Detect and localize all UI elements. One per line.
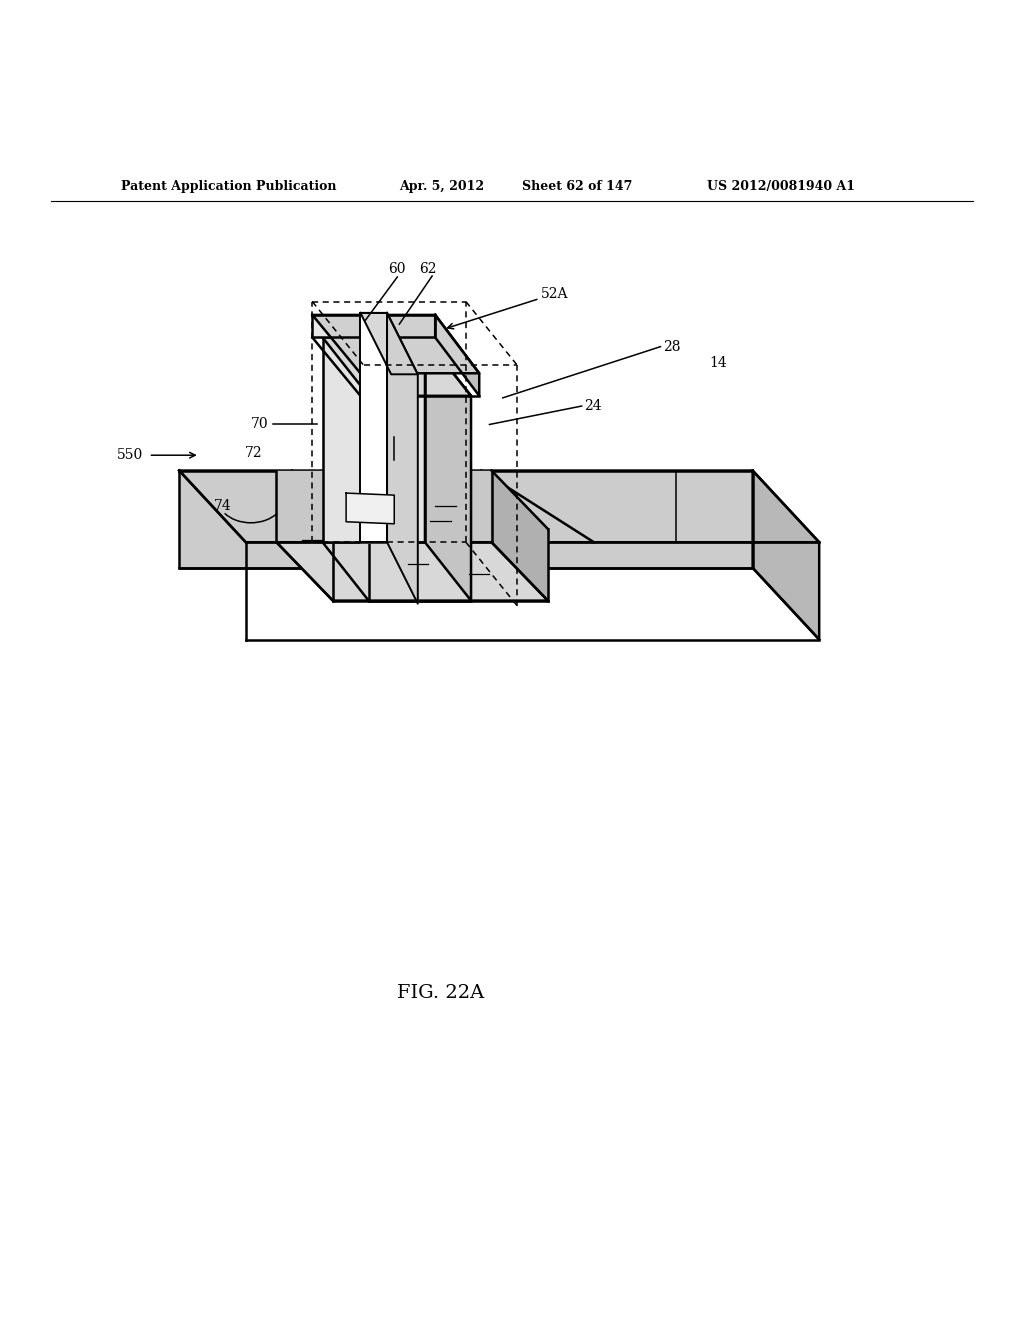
Polygon shape xyxy=(387,313,418,603)
Text: 28: 28 xyxy=(664,339,681,354)
Polygon shape xyxy=(323,338,425,543)
Text: 52A: 52A xyxy=(541,288,568,301)
Polygon shape xyxy=(323,338,471,396)
Text: 78: 78 xyxy=(385,421,403,436)
Polygon shape xyxy=(425,338,471,601)
Text: 60: 60 xyxy=(388,261,407,276)
Polygon shape xyxy=(312,315,479,374)
Text: 62: 62 xyxy=(419,261,437,276)
Polygon shape xyxy=(276,543,548,601)
Polygon shape xyxy=(435,315,479,396)
Text: 26: 26 xyxy=(303,523,322,537)
Polygon shape xyxy=(312,315,435,338)
Text: 24: 24 xyxy=(584,399,601,413)
Polygon shape xyxy=(360,313,418,375)
Text: US 2012/0081940 A1: US 2012/0081940 A1 xyxy=(707,181,855,194)
Text: 70: 70 xyxy=(251,417,268,432)
Polygon shape xyxy=(492,470,548,601)
Text: Patent Application Publication: Patent Application Publication xyxy=(121,181,336,194)
Text: 26: 26 xyxy=(470,557,488,570)
Polygon shape xyxy=(179,470,819,543)
Text: 22: 22 xyxy=(409,546,427,561)
Text: Sheet 62 of 147: Sheet 62 of 147 xyxy=(522,181,633,194)
Text: 72: 72 xyxy=(245,446,263,461)
Polygon shape xyxy=(753,470,819,639)
Text: FIG. 22A: FIG. 22A xyxy=(396,983,484,1002)
Text: 550: 550 xyxy=(117,449,143,462)
Text: 14: 14 xyxy=(710,356,727,370)
Text: Apr. 5, 2012: Apr. 5, 2012 xyxy=(399,181,484,194)
Polygon shape xyxy=(360,313,387,543)
Text: 12: 12 xyxy=(431,503,450,517)
Polygon shape xyxy=(492,470,548,601)
Polygon shape xyxy=(276,470,492,543)
Text: 16: 16 xyxy=(436,490,455,503)
Text: 74: 74 xyxy=(214,499,232,513)
Polygon shape xyxy=(346,494,394,524)
Polygon shape xyxy=(179,470,753,568)
